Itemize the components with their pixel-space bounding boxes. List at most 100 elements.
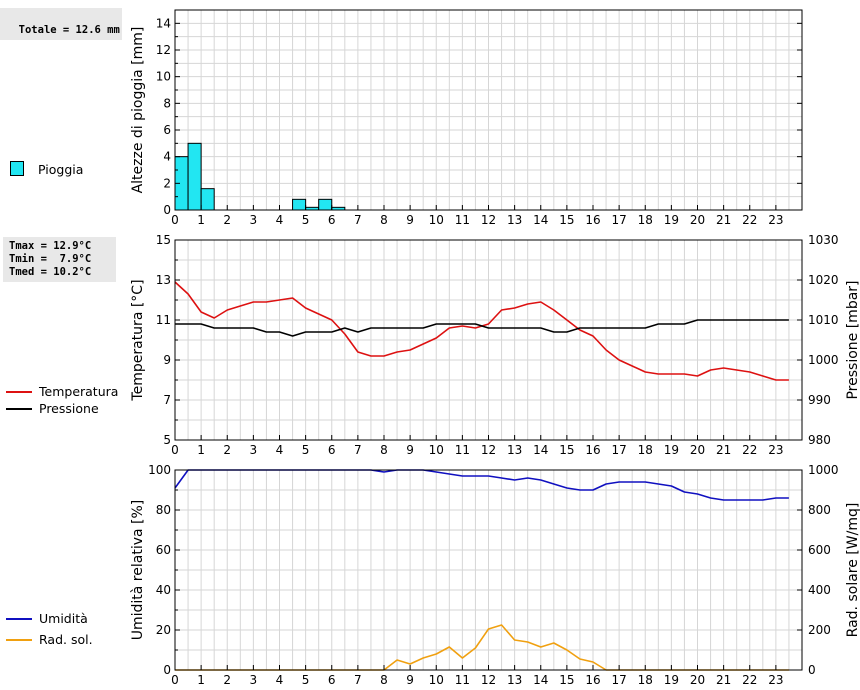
y-tick-label: 4: [163, 150, 171, 164]
x-tick-label: 17: [611, 213, 626, 227]
x-tick-label: 11: [455, 673, 470, 687]
pressure-line-swatch: [6, 408, 32, 410]
y-tick-label: 0: [163, 663, 171, 677]
x-tick-label: 8: [380, 443, 388, 457]
x-tick-label: 4: [276, 673, 284, 687]
y-right-tick-label: 400: [808, 583, 831, 597]
x-tick-label: 5: [302, 213, 310, 227]
y-right-tick-label: 200: [808, 623, 831, 637]
y-tick-label: 80: [156, 503, 171, 517]
legend-solar-label: Rad. sol.: [39, 632, 93, 647]
tmed-text: Tmed = 10.2°C: [9, 266, 92, 278]
x-tick-label: 15: [559, 443, 574, 457]
x-tick-label: 2: [223, 673, 231, 687]
legend-solar: Rad. sol.: [6, 632, 126, 648]
y-tick-label: 40: [156, 583, 171, 597]
y-right-tick-label: 0: [808, 663, 816, 677]
x-tick-label: 4: [276, 443, 284, 457]
x-tick-label: 0: [171, 443, 179, 457]
legend-humidity-label: Umidità: [39, 611, 88, 626]
rain-bar: [187, 142, 202, 211]
rain-bar: [200, 188, 215, 211]
y-right-tick-label: 600: [808, 543, 831, 557]
x-tick-label: 23: [768, 673, 783, 687]
x-tick-label: 10: [429, 443, 444, 457]
y-tick-label: 14: [156, 16, 171, 30]
y-tick-label: 11: [156, 313, 171, 327]
y-right-tick-label: 990: [808, 393, 831, 407]
legend-temperature: Temperatura: [6, 384, 126, 400]
x-tick-label: 21: [716, 213, 731, 227]
y-tick-label: 2: [163, 176, 171, 190]
x-tick-label: 0: [171, 673, 179, 687]
x-tick-label: 6: [328, 673, 336, 687]
x-tick-label: 8: [380, 673, 388, 687]
x-tick-label: 7: [354, 213, 362, 227]
x-tick-label: 20: [690, 213, 705, 227]
y-tick-label: 20: [156, 623, 171, 637]
x-tick-label: 20: [690, 443, 705, 457]
x-tick-label: 16: [585, 213, 600, 227]
x-tick-label: 9: [406, 213, 414, 227]
x-tick-label: 23: [768, 443, 783, 457]
x-tick-label: 16: [585, 443, 600, 457]
rain-swatch: [10, 161, 24, 176]
x-tick-label: 14: [533, 443, 548, 457]
x-tick-label: 22: [742, 673, 757, 687]
x-tick-label: 5: [302, 673, 310, 687]
solar-line-swatch: [6, 639, 32, 641]
y-tick-label: 100: [148, 463, 171, 477]
x-tick-label: 3: [250, 673, 258, 687]
y-axis-label: Temperatura [°C]: [130, 279, 146, 401]
x-tick-label: 6: [328, 213, 336, 227]
x-tick-label: 1: [197, 443, 205, 457]
x-tick-label: 7: [354, 673, 362, 687]
y-right-tick-label: 980: [808, 433, 831, 447]
x-tick-label: 2: [223, 213, 231, 227]
legend-temperature-label: Temperatura: [39, 384, 119, 399]
x-tick-label: 11: [455, 213, 470, 227]
x-tick-label: 15: [559, 213, 574, 227]
x-tick-label: 20: [690, 673, 705, 687]
humidity-line-swatch: [6, 618, 32, 620]
pressure-line: [175, 319, 789, 337]
rain-total-text: Totale = 12.6 mm: [18, 24, 120, 36]
x-tick-label: 9: [406, 443, 414, 457]
y-tick-label: 6: [163, 123, 171, 137]
y-right-tick-label: 1020: [808, 273, 839, 287]
y-right-tick-label: 1000: [808, 353, 839, 367]
x-tick-label: 6: [328, 443, 336, 457]
x-tick-label: 18: [638, 213, 653, 227]
y-tick-label: 15: [156, 233, 171, 247]
y-right-tick-label: 1010: [808, 313, 839, 327]
x-tick-label: 21: [716, 443, 731, 457]
y-tick-label: 0: [163, 203, 171, 217]
legend-pressure-label: Pressione: [39, 401, 99, 416]
tmax-text: Tmax = 12.9°C: [9, 240, 92, 252]
x-tick-label: 10: [429, 213, 444, 227]
x-tick-label: 13: [507, 213, 522, 227]
x-tick-label: 22: [742, 443, 757, 457]
y-tick-label: 8: [163, 96, 171, 110]
x-tick-label: 17: [611, 443, 626, 457]
y-right-tick-label: 800: [808, 503, 831, 517]
x-tick-label: 4: [276, 213, 284, 227]
y-right-tick-label: 1030: [808, 233, 839, 247]
y-right-tick-label: 1000: [808, 463, 839, 477]
x-tick-label: 5: [302, 443, 310, 457]
x-tick-label: 22: [742, 213, 757, 227]
y-axis-label: Umidità relativa [%]: [130, 500, 146, 641]
x-tick-label: 16: [585, 673, 600, 687]
temperature-line-swatch: [6, 391, 32, 393]
x-tick-label: 7: [354, 443, 362, 457]
temperature-stats-box: Tmax = 12.9°C Tmin = 7.9°C Tmed = 10.2°C: [3, 237, 116, 282]
legend-humidity: Umidità: [6, 611, 126, 627]
x-tick-label: 14: [533, 673, 548, 687]
rain-total-box: Totale = 12.6 mm: [0, 8, 122, 40]
x-tick-label: 15: [559, 673, 574, 687]
x-tick-label: 19: [664, 673, 679, 687]
legend-rain: Pioggia: [10, 161, 120, 179]
y-tick-label: 10: [156, 70, 171, 84]
legend-pressure: Pressione: [6, 401, 126, 417]
